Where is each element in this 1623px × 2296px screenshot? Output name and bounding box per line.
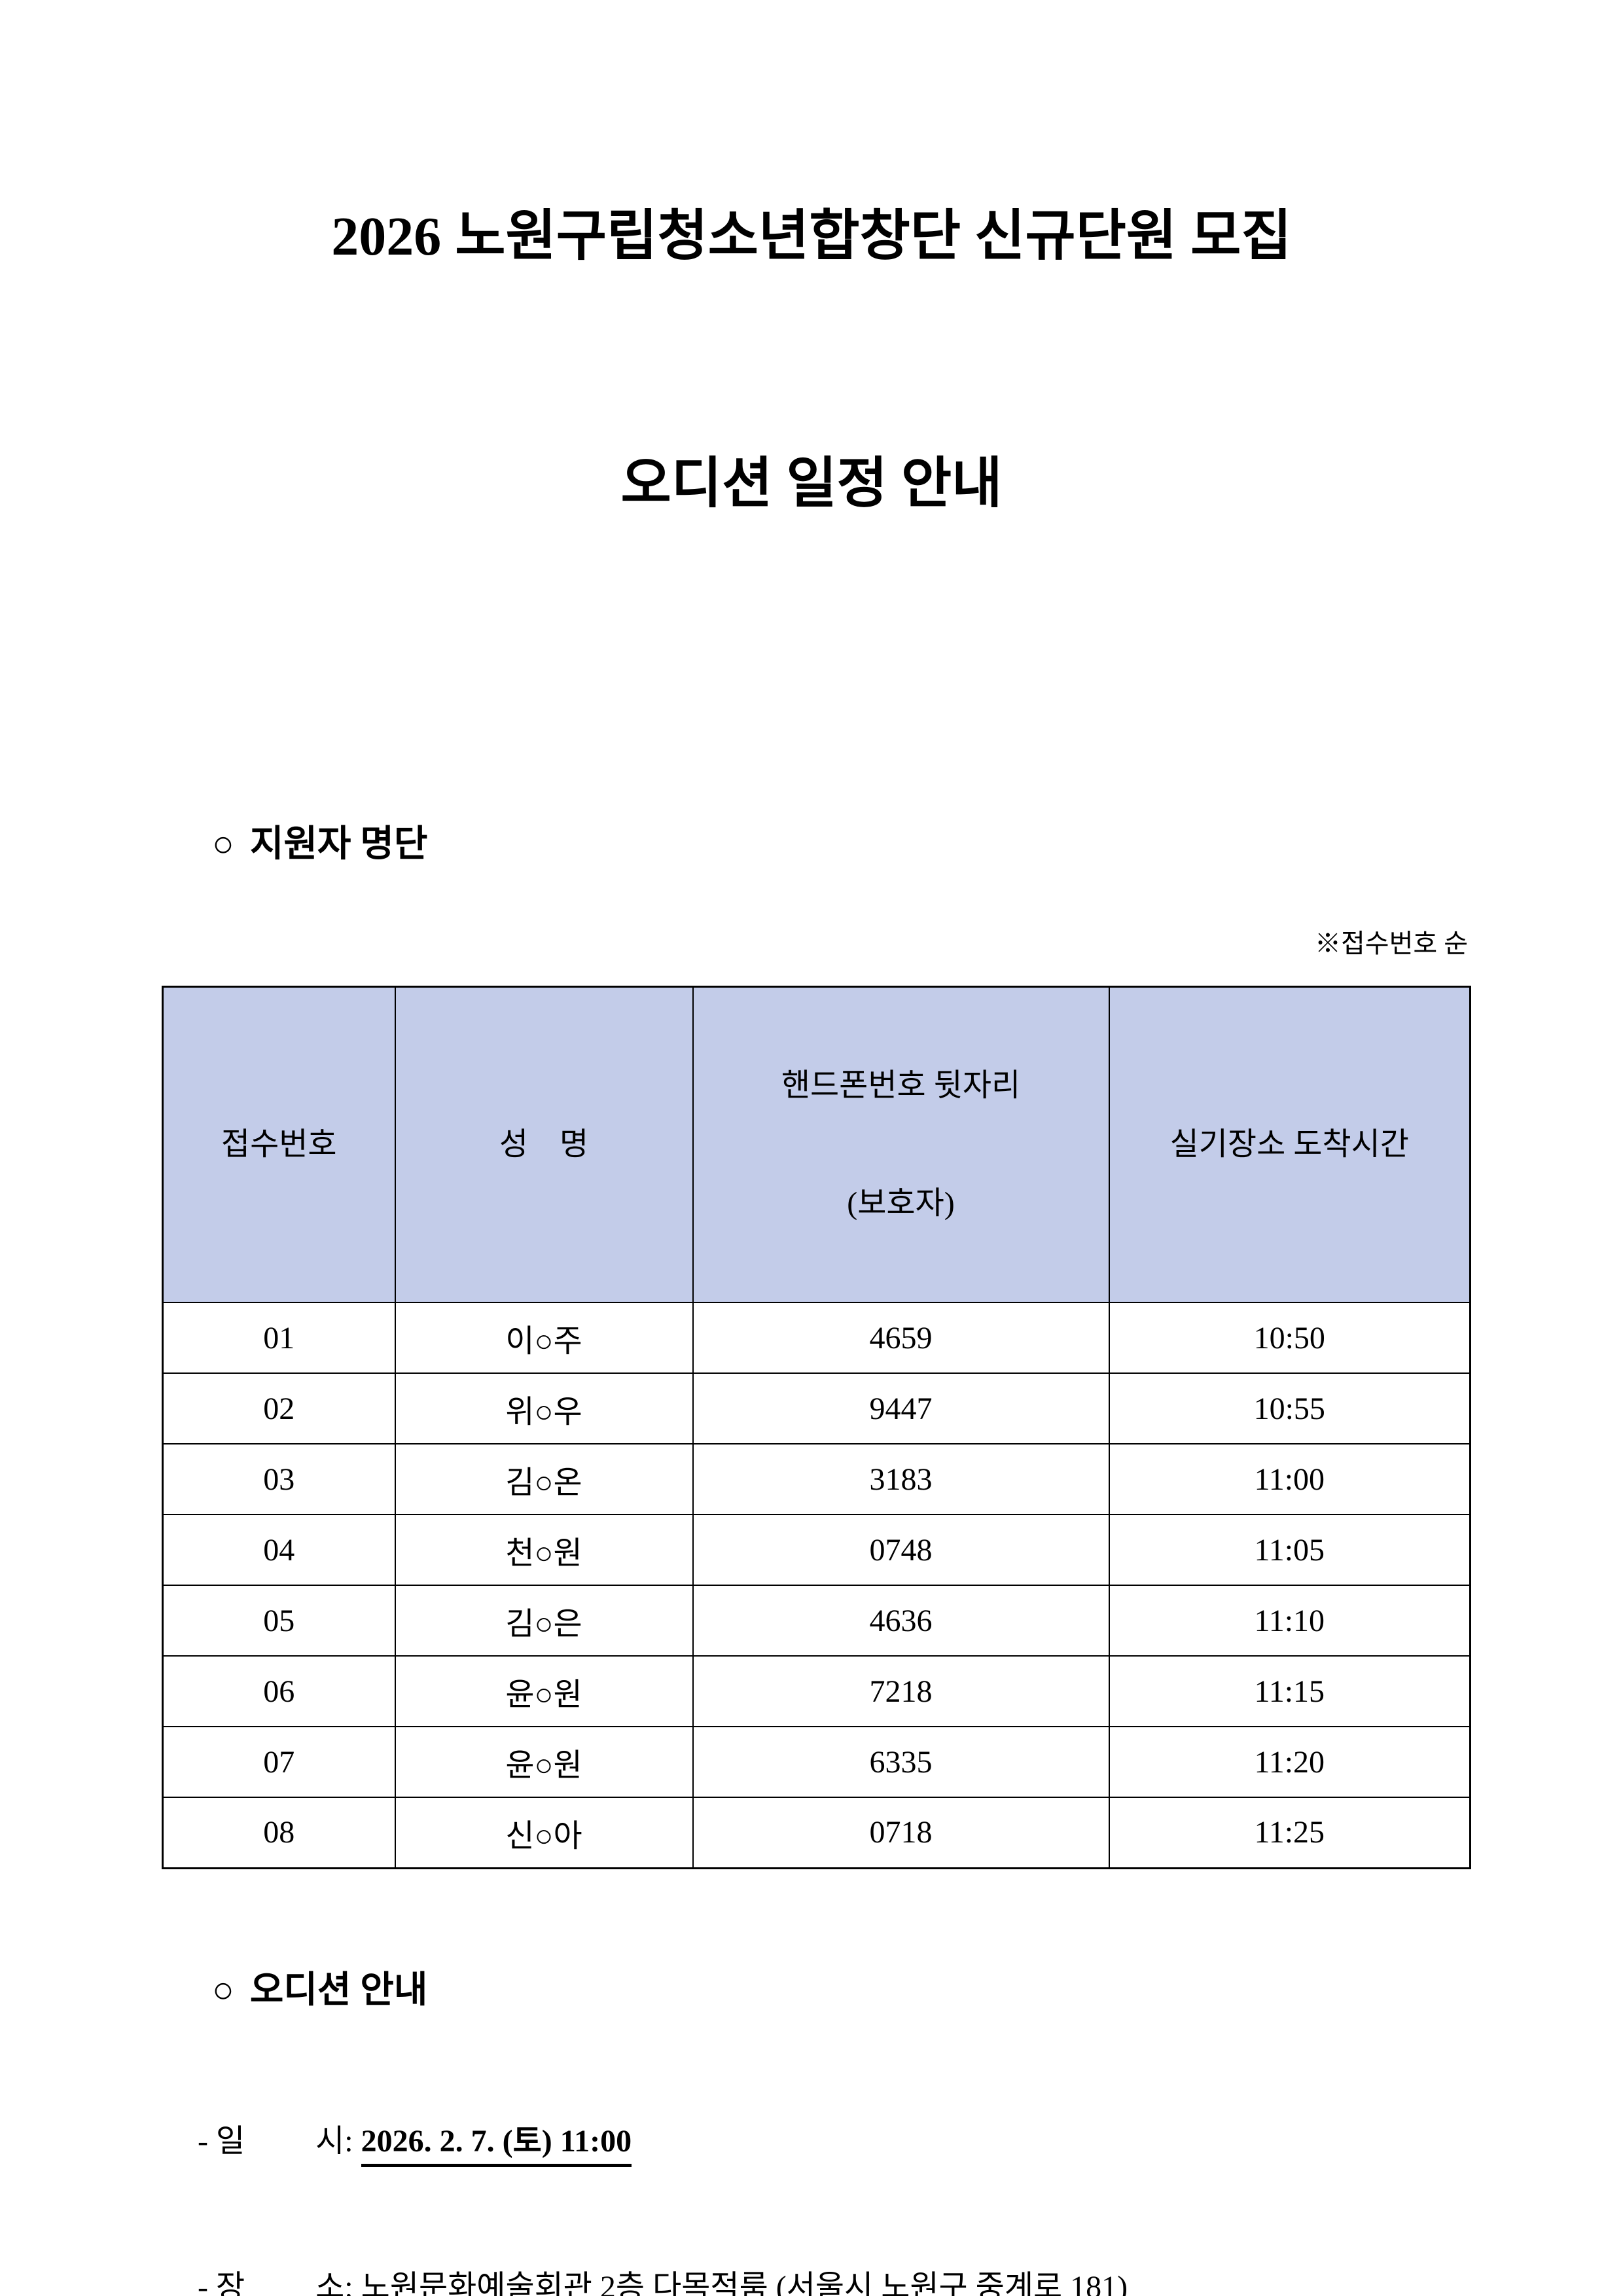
cell-no: 06 (162, 1655, 396, 1727)
audition-date-value: 2026. 2. 7. (토) 11:00 (361, 2123, 632, 2167)
column-header-no: 접수번호 (162, 986, 396, 1303)
audition-place-label: - 장 소: (198, 2269, 361, 2296)
sort-note: ※접수번호 순 (1315, 929, 1468, 958)
table-row: 05 김○은 4636 11:10 (162, 1585, 1471, 1657)
section-applicants-title: 지원자 명단 (249, 824, 428, 865)
section-applicants-heading: ○ 지원자 명단 (157, 776, 1623, 913)
section-audition: ○ 오디션 안내 - 일 시: 2026. 2. 7. (토) 11:00 - 장… (0, 1922, 1623, 2296)
cell-time: 10:50 (1108, 1302, 1471, 1374)
column-header-phone: 핸드폰번호 뒷자리 (보호자) (692, 986, 1110, 1303)
cell-phone: 7218 (692, 1655, 1110, 1727)
column-header-phone-line2: (보호자) (847, 1186, 955, 1221)
table-header-row: 접수번호 성 명 핸드폰번호 뒷자리 (보호자) 실기장소 도착시간 (162, 986, 1471, 1303)
cell-time: 11:05 (1108, 1514, 1471, 1586)
column-header-time: 실기장소 도착시간 (1108, 986, 1471, 1303)
cell-no: 01 (162, 1302, 396, 1374)
page-title-line2: 오디션 일정 안내 (620, 454, 1003, 514)
section-audition-heading: ○ 오디션 안내 (157, 1922, 1623, 2059)
cell-time: 11:15 (1108, 1655, 1471, 1727)
cell-name: 신○아 (394, 1797, 694, 1869)
cell-phone: 4636 (692, 1585, 1110, 1657)
cell-phone: 0748 (692, 1514, 1110, 1586)
cell-name: 윤○원 (394, 1726, 694, 1798)
cell-phone: 4659 (692, 1302, 1110, 1374)
column-header-phone-line1: 핸드폰번호 뒷자리 (781, 1068, 1021, 1103)
page-title: 2026 노원구립청소년합창단 신규단원 모집 오디션 일정 안내 (0, 31, 1623, 691)
applicants-table: 접수번호 성 명 핸드폰번호 뒷자리 (보호자) 실기장소 도착시간 01 이○… (162, 986, 1471, 1869)
cell-name: 김○은 (394, 1585, 694, 1657)
cell-time: 11:00 (1108, 1443, 1471, 1515)
table-row: 04 천○원 0748 11:05 (162, 1514, 1471, 1586)
cell-no: 07 (162, 1726, 396, 1798)
audition-place-value: 노원문화예술회관 2층 다목적룸 (서울시 노원구 중계로 181) (361, 2269, 1128, 2296)
cell-name: 김○온 (394, 1443, 694, 1515)
table-row: 03 김○온 3183 11:00 (162, 1443, 1471, 1515)
cell-phone: 9447 (692, 1372, 1110, 1444)
table-row: 08 신○아 0718 11:25 (162, 1797, 1471, 1869)
column-header-name: 성 명 (394, 986, 694, 1303)
cell-time: 11:25 (1108, 1797, 1471, 1869)
cell-time: 10:55 (1108, 1372, 1471, 1444)
audition-date-label: - 일 시: (198, 2123, 361, 2159)
cell-time: 11:10 (1108, 1585, 1471, 1657)
section-audition-title: 오디션 안내 (249, 1969, 428, 2011)
page-title-line1: 2026 노원구립청소년합창단 신규단원 모집 (331, 206, 1292, 267)
table-row: 01 이○주 4659 10:50 (162, 1302, 1471, 1374)
table-row: 06 윤○원 7218 11:15 (162, 1655, 1471, 1727)
circle-bullet-icon: ○ (212, 824, 234, 865)
cell-no: 08 (162, 1797, 396, 1869)
cell-name: 이○주 (394, 1302, 694, 1374)
cell-name: 천○원 (394, 1514, 694, 1586)
cell-no: 05 (162, 1585, 396, 1657)
cell-no: 02 (162, 1372, 396, 1444)
audition-place-line: - 장 소: 노원문화예술회관 2층 다목적룸 (서울시 노원구 중계로 181… (151, 2225, 1623, 2296)
cell-no: 04 (162, 1514, 396, 1586)
section-applicants: ○ 지원자 명단 ※접수번호 순 접수번호 성 명 핸드폰번호 뒷자리 (보호자)… (0, 776, 1623, 1869)
cell-name: 위○우 (394, 1372, 694, 1444)
cell-time: 11:20 (1108, 1726, 1471, 1798)
audition-date-line: - 일 시: 2026. 2. 7. (토) 11:00 (151, 2079, 1623, 2204)
cell-phone: 3183 (692, 1443, 1110, 1515)
circle-bullet-icon: ○ (212, 1969, 234, 2011)
cell-no: 03 (162, 1443, 396, 1515)
cell-phone: 0718 (692, 1797, 1110, 1869)
table-row: 07 윤○원 6335 11:20 (162, 1726, 1471, 1798)
cell-name: 윤○원 (394, 1655, 694, 1727)
cell-phone: 6335 (692, 1726, 1110, 1798)
table-row: 02 위○우 9447 10:55 (162, 1372, 1471, 1444)
